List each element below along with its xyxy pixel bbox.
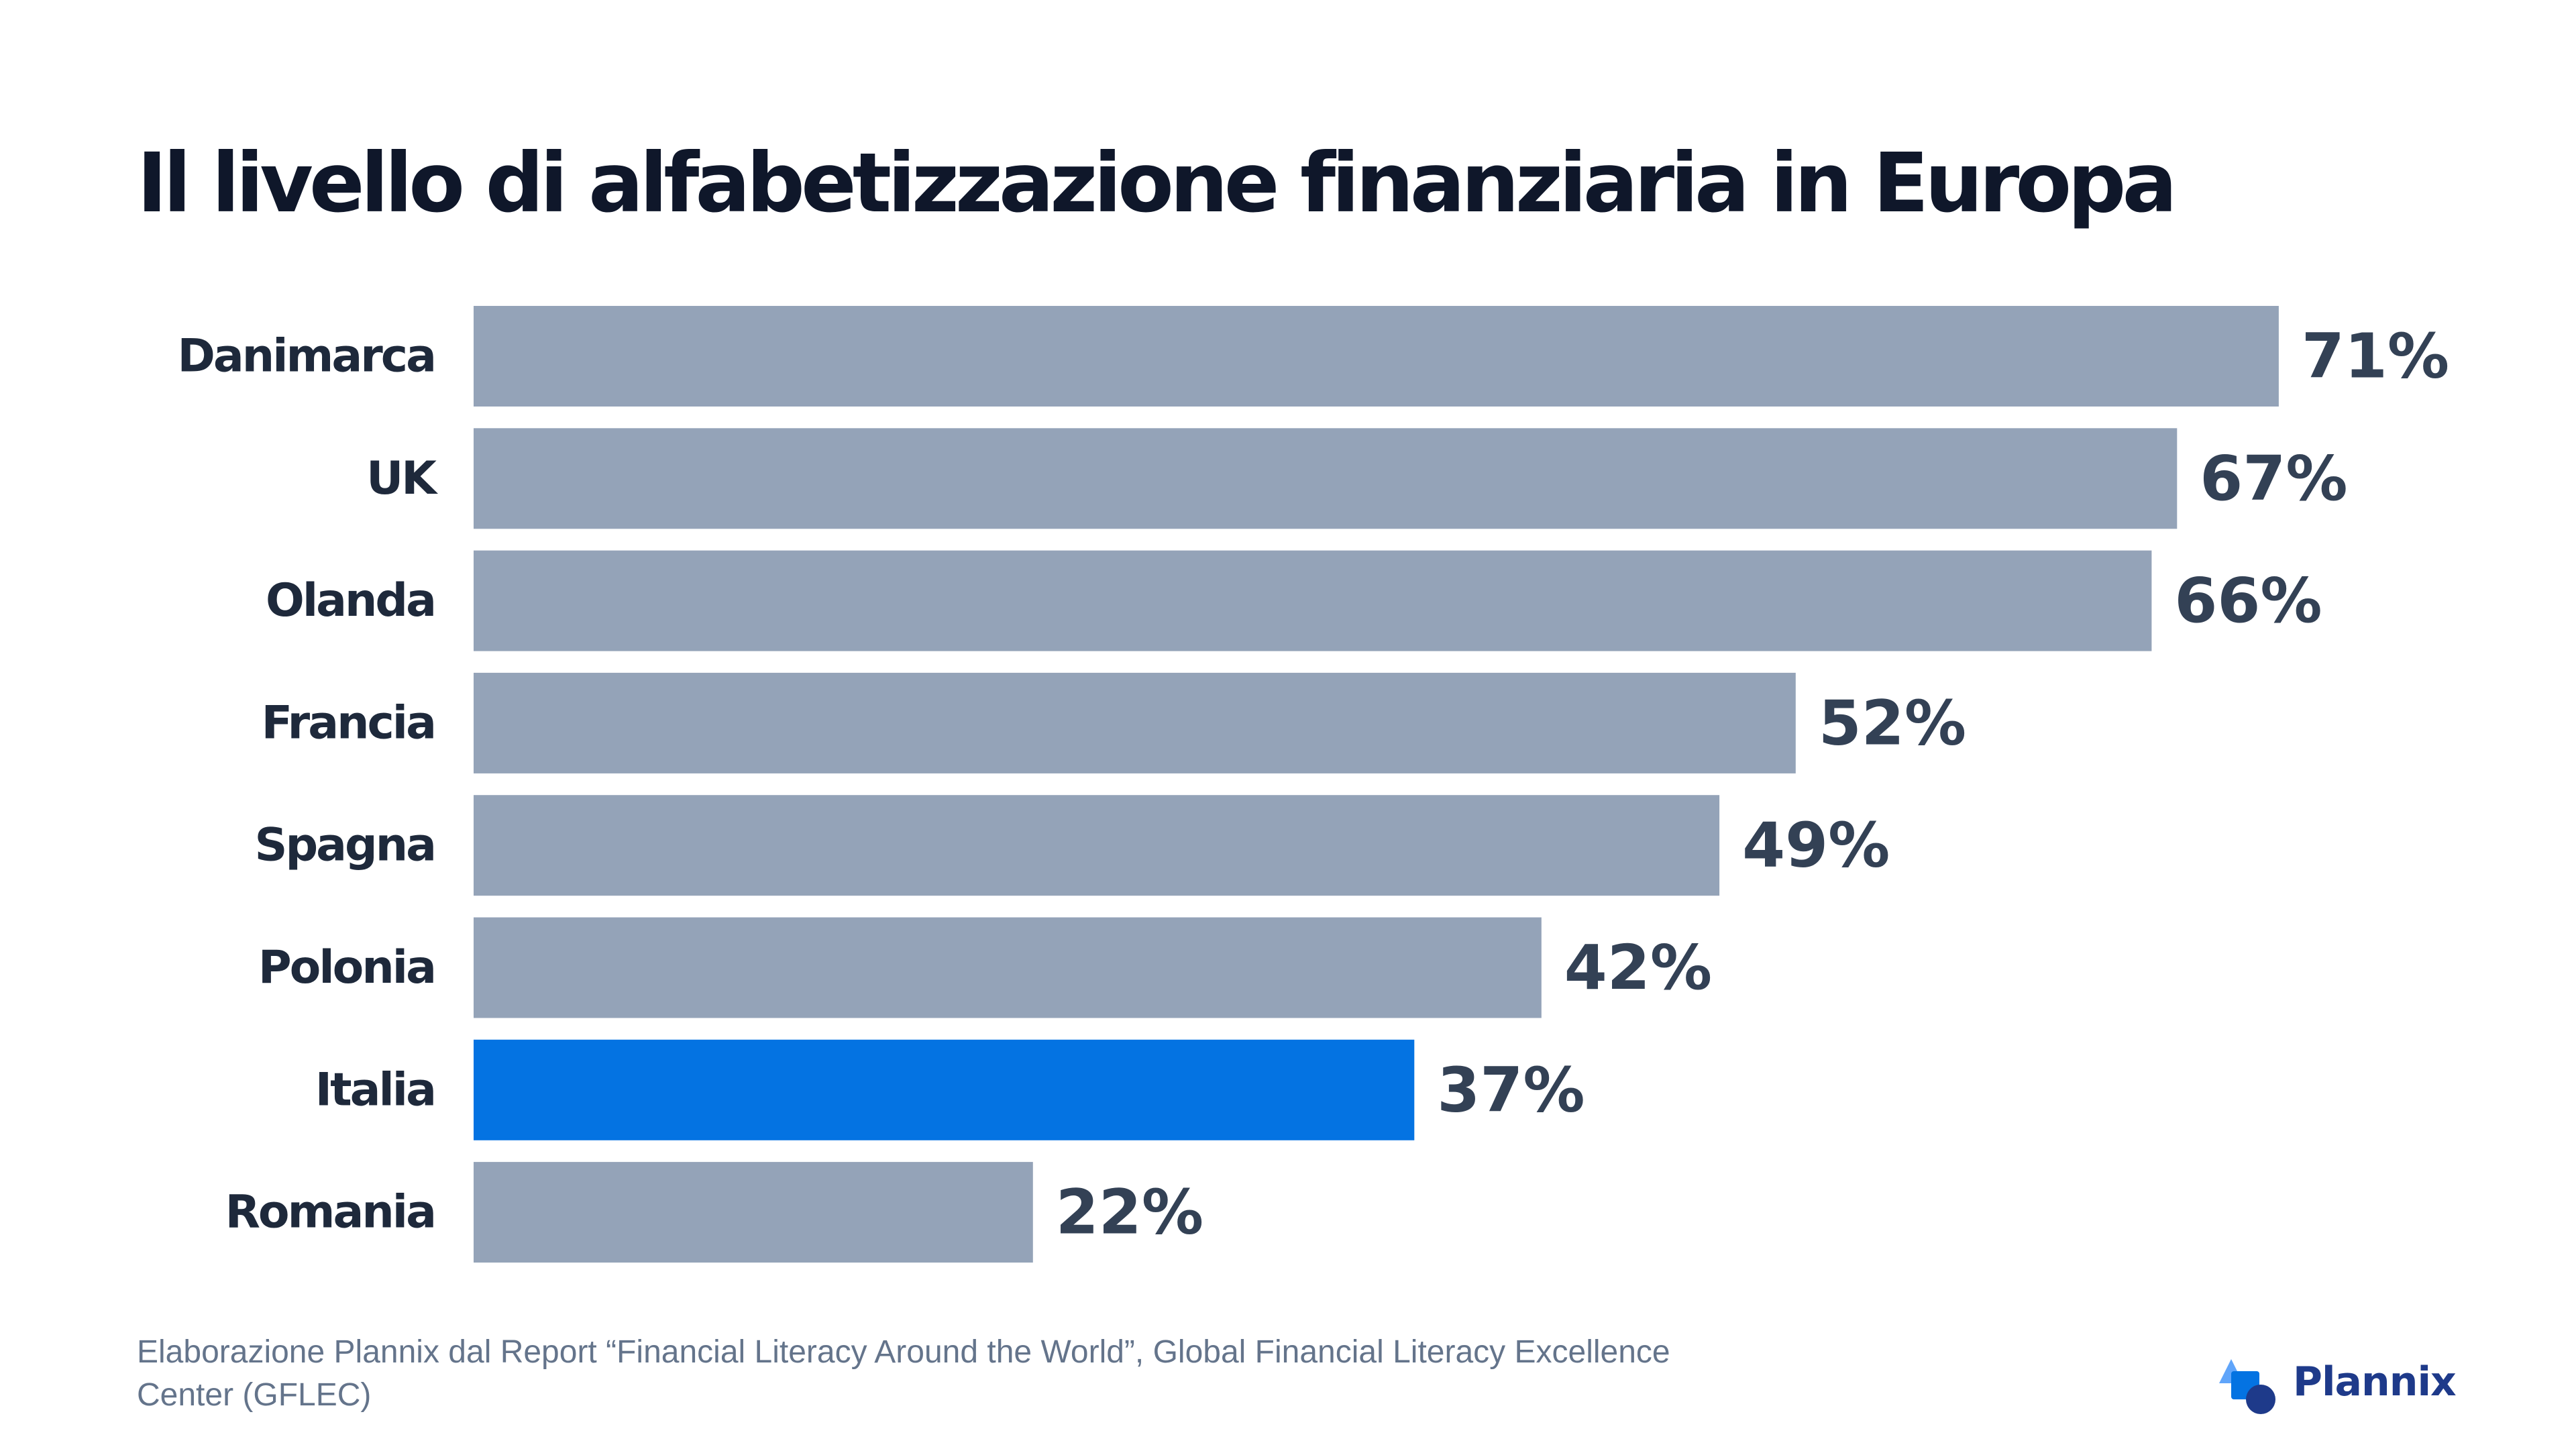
chart-title: Il livello di alfabetizzazione finanziar… [137, 136, 2178, 231]
category-label-italia: Italia [315, 1063, 435, 1116]
bar-row-francia: Francia 52% [262, 672, 1966, 773]
category-label-polonia: Polonia [258, 941, 435, 994]
value-label-romania: 22% [1056, 1177, 1203, 1248]
bar-row-romania: Romania 22% [225, 1162, 1203, 1263]
brand-name: Plannix [2293, 1358, 2457, 1405]
bar-polonia [474, 917, 1542, 1018]
value-label-danimarca: 71% [2302, 321, 2449, 392]
value-label-italia: 37% [1437, 1054, 1585, 1126]
bar-spagna [474, 795, 1720, 896]
bars-layer: Danimarca 71% UK 67% Olanda 66% Francia 52% Spag… [177, 306, 2449, 1263]
category-label-francia: Francia [262, 696, 435, 749]
bar-row-polonia: Polonia 42% [258, 917, 1712, 1018]
bar-francia [474, 672, 1796, 773]
bar-row-uk: UK 67% [366, 428, 2348, 529]
bar-row-italia: Italia 37% [315, 1039, 1585, 1140]
value-label-francia: 52% [1819, 687, 1966, 759]
bar-row-spagna: Spagna 49% [254, 795, 1890, 896]
brand-logo: Plannix [2214, 1345, 2457, 1419]
bar-row-olanda: Olanda 66% [266, 550, 2322, 651]
bar-olanda [474, 550, 2152, 651]
category-label-spagna: Spagna [254, 819, 435, 872]
bar-danimarca [474, 306, 2279, 407]
category-label-olanda: Olanda [266, 574, 435, 627]
category-label-danimarca: Danimarca [177, 330, 435, 383]
bar-uk [474, 428, 2178, 529]
plannix-logo-icon [2214, 1348, 2281, 1415]
value-label-olanda: 66% [2174, 565, 2322, 637]
bar-italia [474, 1039, 1415, 1140]
bar-row-danimarca: Danimarca 71% [177, 306, 2449, 407]
bar-romania [474, 1162, 1033, 1263]
category-label-romania: Romania [225, 1186, 435, 1239]
value-label-uk: 67% [2200, 443, 2347, 515]
source-note: Elaborazione Plannix dal Report “Financi… [137, 1334, 1670, 1413]
value-label-spagna: 49% [1742, 810, 1890, 881]
value-label-polonia: 42% [1564, 932, 1712, 1004]
category-label-uk: UK [366, 452, 438, 505]
